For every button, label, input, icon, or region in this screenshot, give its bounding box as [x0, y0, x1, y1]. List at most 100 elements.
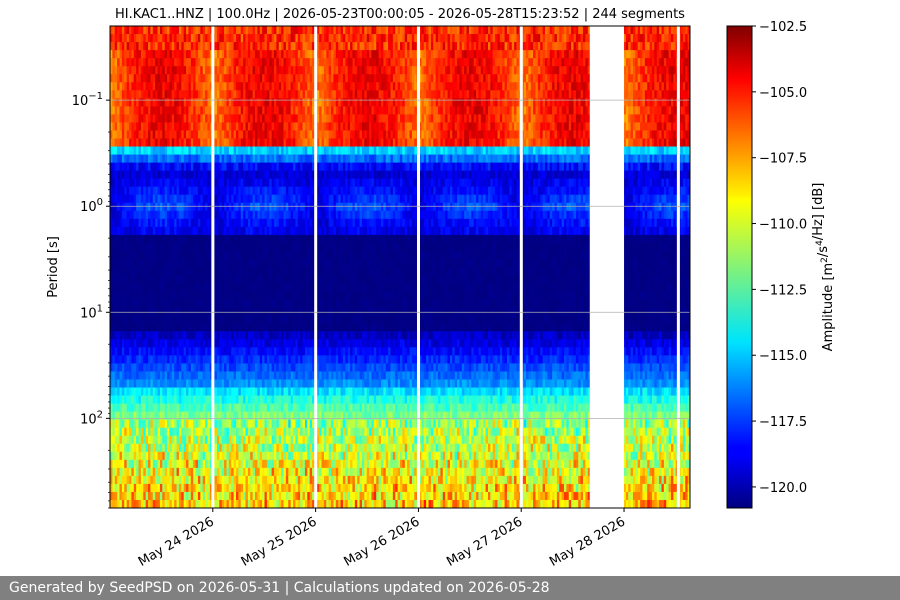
heatmap-cell — [278, 315, 282, 324]
heatmap-cell — [259, 154, 263, 164]
heatmap-cell — [235, 202, 239, 212]
heatmap-cell — [240, 363, 244, 373]
heatmap-cell — [112, 194, 116, 204]
heatmap-cell — [183, 411, 187, 421]
heatmap-cell — [209, 58, 213, 67]
heatmap-cell — [190, 226, 194, 236]
heatmap-cell — [121, 106, 125, 115]
heatmap-cell — [247, 82, 251, 91]
heatmap-cell — [205, 371, 209, 381]
heatmap-cell — [140, 475, 144, 485]
heatmap-cell — [247, 267, 251, 276]
heatmap-cell — [188, 371, 192, 381]
heatmap-cell — [193, 74, 197, 83]
heatmap-cell — [188, 411, 192, 421]
heatmap-cell — [138, 42, 142, 51]
heatmap-cell — [152, 90, 156, 99]
heatmap-cell — [186, 403, 190, 413]
heatmap-cell — [207, 138, 211, 148]
heatmap-cell — [193, 299, 197, 308]
heatmap-cell — [138, 218, 142, 228]
heatmap-cell — [247, 371, 251, 381]
heatmap-cell — [133, 58, 137, 67]
heatmap-cell — [214, 475, 218, 485]
heatmap-cell — [221, 114, 225, 123]
heatmap-cell — [297, 194, 301, 204]
heatmap-cell — [157, 50, 161, 59]
heatmap-cell — [283, 258, 287, 268]
heatmap-cell — [140, 459, 144, 469]
heatmap-cell — [224, 122, 228, 132]
heatmap-cell — [243, 34, 247, 43]
heatmap-cell — [183, 58, 187, 67]
heatmap-cell — [124, 339, 128, 348]
heatmap-cell — [140, 499, 144, 508]
heatmap-cell — [148, 315, 152, 324]
heatmap-cell — [283, 162, 287, 172]
heatmap-cell — [145, 234, 149, 244]
heatmap-cell — [247, 26, 251, 35]
heatmap-cell — [178, 106, 182, 115]
heatmap-cell — [264, 475, 268, 485]
heatmap-cell — [228, 202, 232, 212]
heatmap-cell — [200, 50, 204, 59]
heatmap-cell — [162, 234, 166, 244]
heatmap-cell — [138, 50, 142, 59]
heatmap-cell — [155, 411, 159, 421]
heatmap-cell — [262, 130, 266, 140]
heatmap-cell — [136, 162, 140, 172]
heatmap-cell — [136, 459, 140, 469]
heatmap-cell — [117, 315, 121, 324]
heatmap-cell — [119, 379, 123, 389]
heatmap-cell — [200, 387, 204, 397]
heatmap-cell — [250, 42, 254, 51]
heatmap-cell — [269, 363, 273, 373]
heatmap-cell — [110, 34, 113, 43]
heatmap-cell — [231, 42, 235, 51]
heatmap-cell — [136, 106, 140, 115]
heatmap-cell — [145, 411, 149, 421]
heatmap-cell — [264, 50, 268, 59]
heatmap-cell — [271, 202, 275, 212]
heatmap-cell — [228, 419, 232, 429]
heatmap-cell — [152, 443, 156, 453]
heatmap-cell — [167, 210, 171, 220]
heatmap-cell — [252, 395, 256, 405]
heatmap-cell — [247, 483, 251, 493]
heatmap-cell — [243, 74, 247, 83]
heatmap-cell — [136, 250, 140, 260]
heatmap-cell — [295, 355, 299, 364]
heatmap-cell — [114, 50, 118, 59]
heatmap-cell — [181, 90, 185, 99]
heatmap-cell — [243, 122, 247, 132]
heatmap-cell — [266, 459, 270, 469]
heatmap-cell — [131, 122, 135, 132]
heatmap-cell — [129, 307, 132, 316]
heatmap-cell — [131, 459, 135, 469]
heatmap-cell — [155, 443, 159, 453]
heatmap-cell — [174, 379, 178, 389]
heatmap-cell — [245, 419, 249, 429]
heatmap-cell — [167, 331, 171, 340]
heatmap-cell — [114, 267, 118, 276]
heatmap-cell — [255, 106, 258, 115]
heatmap-cell — [159, 491, 163, 501]
heatmap-cell — [112, 427, 116, 437]
heatmap-cell — [193, 98, 197, 107]
heatmap-cell — [304, 258, 308, 268]
heatmap-cell — [266, 82, 270, 91]
heatmap-cell — [140, 419, 144, 429]
heatmap-cell — [259, 234, 263, 244]
heatmap-cell — [228, 98, 232, 107]
heatmap-cell — [202, 363, 206, 373]
heatmap-cell — [233, 162, 237, 172]
heatmap-cell — [178, 315, 182, 324]
heatmap-cell — [274, 339, 277, 348]
heatmap-cell — [131, 411, 135, 421]
heatmap-cell — [197, 427, 201, 437]
heatmap-cell — [157, 178, 161, 188]
heatmap-cell — [183, 379, 187, 389]
heatmap-cell — [262, 451, 266, 461]
heatmap-cell — [162, 242, 166, 252]
heatmap-cell — [171, 130, 175, 140]
